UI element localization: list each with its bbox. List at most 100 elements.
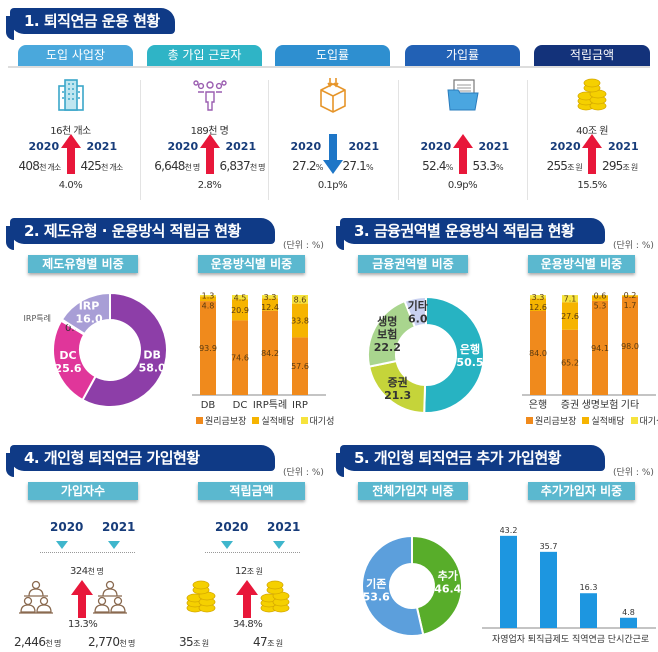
value-from-number: 6,648 <box>154 159 185 173</box>
value-to: 6,837천 명 <box>219 159 266 173</box>
slice-value: 46.4 <box>434 582 461 595</box>
year-from: 2020 <box>290 140 322 153</box>
bar-segment <box>292 337 308 395</box>
bar-value-label: 1.7 <box>624 301 637 310</box>
value-to-unit: 천 명 <box>249 163 266 172</box>
slice-label: 생명 <box>377 314 397 328</box>
slice-value: 21.3 <box>384 389 411 402</box>
coins-icon <box>257 580 293 620</box>
legend-label: 실적배당 <box>261 417 295 427</box>
legend-item: 원리금보장 <box>526 414 576 427</box>
timeline <box>205 552 300 553</box>
column-header: 도입률 <box>275 45 390 66</box>
slice-label: IRP <box>79 299 100 312</box>
bar-value-label: 0.6 <box>594 291 607 300</box>
increase-value: 324 <box>70 566 88 577</box>
timeline <box>40 552 135 553</box>
bar-value-label: 3.3 <box>264 293 277 302</box>
total-change: 189천 명 <box>190 126 229 137</box>
bar-value-label: 93.9 <box>199 344 217 353</box>
bar-value-label: 94.1 <box>591 344 609 353</box>
section5-title: 5. 개인형 퇴직연금 추가 가입현황 <box>336 445 605 477</box>
category-label: IRP <box>292 400 308 411</box>
all-subscribers-subtitle: 전체가입자 비중 <box>358 482 468 500</box>
bar-segment <box>530 298 546 311</box>
legend-swatch <box>196 417 203 424</box>
bar-segment <box>232 299 248 321</box>
category-label: IRP특례 <box>253 399 287 411</box>
bar-segment <box>592 295 608 301</box>
slice-value: 50.5 <box>456 356 483 369</box>
legend-item: 실적배당 <box>582 414 625 427</box>
value-number: 35 <box>179 635 194 649</box>
value-from-number: 27.2 <box>292 159 316 173</box>
bar-segment <box>562 302 578 330</box>
value-to-number: 6,837 <box>219 159 251 173</box>
increase-unit: 조 원 <box>246 567 263 576</box>
slice-value: 58.0 <box>139 361 166 374</box>
value-unit: 조 원 <box>267 639 283 648</box>
value-from-unit: 천 명 <box>184 163 201 172</box>
year-to: 2021 <box>86 140 118 153</box>
legend-swatch <box>630 417 638 424</box>
total-change: 40조 원 <box>576 126 608 137</box>
slice-label: 기타 <box>408 298 429 312</box>
sector-method-chart: 3.312.6 84.0 은행 7.1 27.6 65.2 증권 0.65.3 94.1 생명보험… <box>522 291 656 411</box>
value-to-number: 425 <box>80 159 102 173</box>
change-rate: 2.8% <box>197 180 222 191</box>
donut-slice <box>361 534 425 637</box>
year-to: 2021 <box>608 140 639 153</box>
unit-label: (단위 : %) <box>283 468 324 478</box>
building-icon <box>53 78 89 114</box>
stat-column: 189천 명 2020 2021 6,648천 명 6,837천 명 2.8% <box>152 72 267 202</box>
unit-label: (단위 : %) <box>283 241 324 251</box>
stat-column: 16천 개소 2020 2021 408천 개소 425천 개소 4.0% <box>13 72 128 202</box>
arrow-up-icon <box>582 134 602 174</box>
bar-value-label: 3.3 <box>532 293 545 302</box>
increase: 12조 원 <box>235 566 263 577</box>
unit-label: (단위 : %) <box>613 241 654 251</box>
bar-segment <box>592 295 608 296</box>
value-from: 408천 개소 <box>19 159 62 173</box>
bar-value-label: 35.7 <box>540 542 558 551</box>
bar-segment <box>530 311 546 395</box>
bar-value-label: 1.3 <box>202 292 215 301</box>
bar-segment <box>622 297 638 395</box>
column-divider <box>140 80 141 200</box>
chart-legend: 원리금보장 실적배당 대기성 <box>196 414 334 427</box>
reserves-panel: 2020 2021 12조 원 34.8% 35조 원 47조 원 <box>165 520 330 652</box>
column-divider <box>268 80 269 200</box>
bar-value-label: 5.3 <box>594 301 607 310</box>
year-from: 2020 <box>420 140 452 153</box>
section2-title: 2. 제도유형 · 운용방식 적립금 현황 <box>6 218 275 250</box>
slice-label: 기존 <box>366 577 386 591</box>
category-label: 단시간근로 <box>608 634 649 645</box>
value-from: 27.2% <box>292 159 323 173</box>
value-to-unit: 조 원 <box>622 163 639 172</box>
section4-title: 4. 개인형 퇴직연금 가입현황 <box>6 445 275 477</box>
change-rate: 0.1p% <box>317 180 348 191</box>
value-number: 2,770 <box>88 635 120 649</box>
change-rate: 13.3% <box>68 619 98 630</box>
year-to: 2021 <box>348 140 380 153</box>
value-to: 47조 원 <box>253 635 283 651</box>
value-from: 255조 원 <box>547 159 583 173</box>
category-label: DB <box>201 400 216 411</box>
bar-value-label: 7.1 <box>564 295 577 304</box>
value-to-number: 295 <box>602 159 623 173</box>
legend-label: 대기성 <box>639 417 658 427</box>
value-unit: 천 명 <box>45 639 61 648</box>
subscribers-subtitle: 가입자수 <box>28 482 138 500</box>
legend-label: 원리금보장 <box>205 417 247 427</box>
year-from: 2020 <box>215 520 249 534</box>
value-unit: 조 원 <box>193 639 209 648</box>
legend-label: 실적배당 <box>591 417 625 427</box>
coins-icon <box>574 78 610 114</box>
value-to-number: 27.1 <box>342 159 367 173</box>
year-to: 2021 <box>267 520 301 534</box>
value-to: 53.3% <box>473 159 504 173</box>
donut-slice <box>423 295 486 414</box>
bar-value-label: 12.6 <box>529 303 547 312</box>
total-change: 16천 개소 <box>50 126 91 137</box>
legend-label: 대기성 <box>309 417 335 427</box>
